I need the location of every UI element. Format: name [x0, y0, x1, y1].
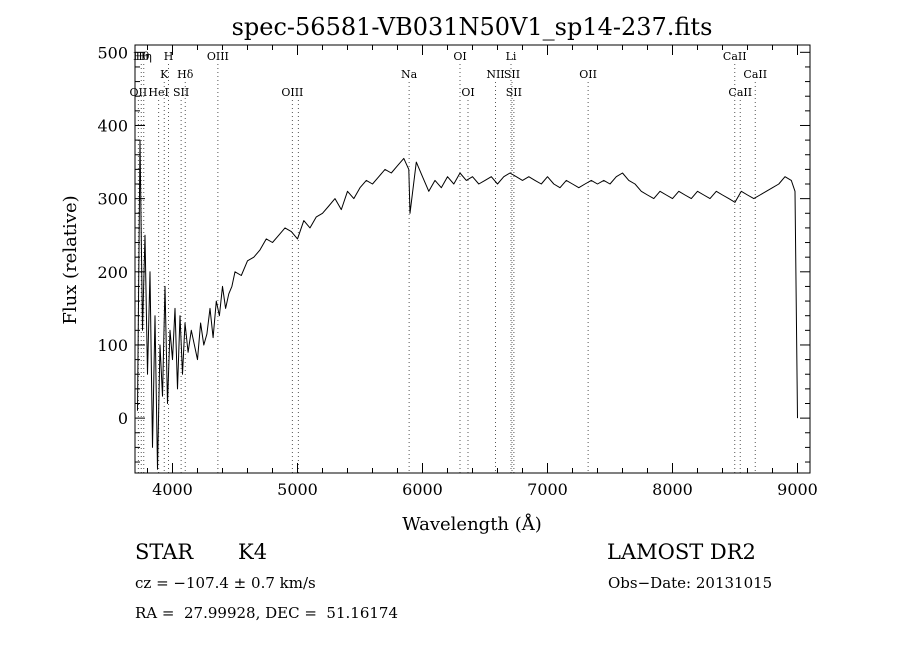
spectral-line-label: OI: [453, 50, 466, 63]
spectrum-series-line: [137, 139, 798, 470]
y-tick-label: 0: [118, 409, 128, 428]
cz-value: cz = −107.4 ± 0.7 km/s: [135, 574, 316, 592]
spectral-line-label: Hδ: [177, 68, 194, 81]
axes: 4000 5000 6000 7000 8000 9000 0 100 200 300 400 500: [97, 43, 817, 499]
y-tick-label: 400: [97, 116, 128, 135]
obs-date: Obs−Date: 20131015: [608, 574, 773, 592]
y-tick-label: 500: [97, 43, 128, 62]
ra-dec: RA = 27.99928, DEC = 51.16174: [135, 604, 399, 622]
spectral-line-label: SII: [173, 86, 189, 99]
spectral-line-label: OII: [579, 68, 597, 81]
spectral-line-label: SII: [504, 68, 520, 81]
x-tick-label: 5000: [277, 480, 318, 499]
spectral-line-label: HeI: [148, 86, 168, 99]
spectral-line-label: OIII: [207, 50, 229, 63]
survey-label: LAMOST DR2: [607, 540, 756, 564]
spectral-line-label: CaII: [728, 86, 752, 99]
chart-title: spec-56581-VB031N50V1_sp14-237.fits: [232, 13, 713, 41]
y-tick-label: 300: [97, 190, 128, 209]
spectral-line-label: Na: [401, 68, 418, 81]
y-axis-label: Flux (relative): [60, 195, 81, 324]
spectral-line-label: Hθ: [133, 50, 150, 63]
x-tick-label: 7000: [527, 480, 568, 499]
spectral-line-label: K: [160, 68, 169, 81]
x-tick-label: 9000: [777, 480, 818, 499]
spectral-line-label: OIII: [281, 86, 303, 99]
x-tick-label: 8000: [652, 480, 693, 499]
object-subclass: K4: [238, 540, 268, 564]
y-tick-label: 200: [97, 263, 128, 282]
spectral-line-label: Hη: [136, 50, 152, 63]
plot-frame: [134, 44, 811, 474]
object-class: STAR: [135, 540, 194, 564]
spectral-line-label: CaII: [743, 68, 767, 81]
spectral-line-label: CaII: [723, 50, 747, 63]
spectral-line-label: Li: [506, 50, 517, 63]
spectral-line-label: SII: [506, 86, 522, 99]
x-tick-label: 4000: [152, 480, 193, 499]
plot-area: [137, 139, 798, 470]
y-tick-label: 100: [97, 336, 128, 355]
spectral-line-label: OII: [130, 86, 148, 99]
x-axis-label: Wavelength (Å): [402, 513, 542, 535]
spectral-line-label: OI: [461, 86, 474, 99]
x-tick-label: 6000: [402, 480, 443, 499]
spectral-line-label: H: [164, 50, 174, 63]
spectral-line-label: NII: [486, 68, 504, 81]
